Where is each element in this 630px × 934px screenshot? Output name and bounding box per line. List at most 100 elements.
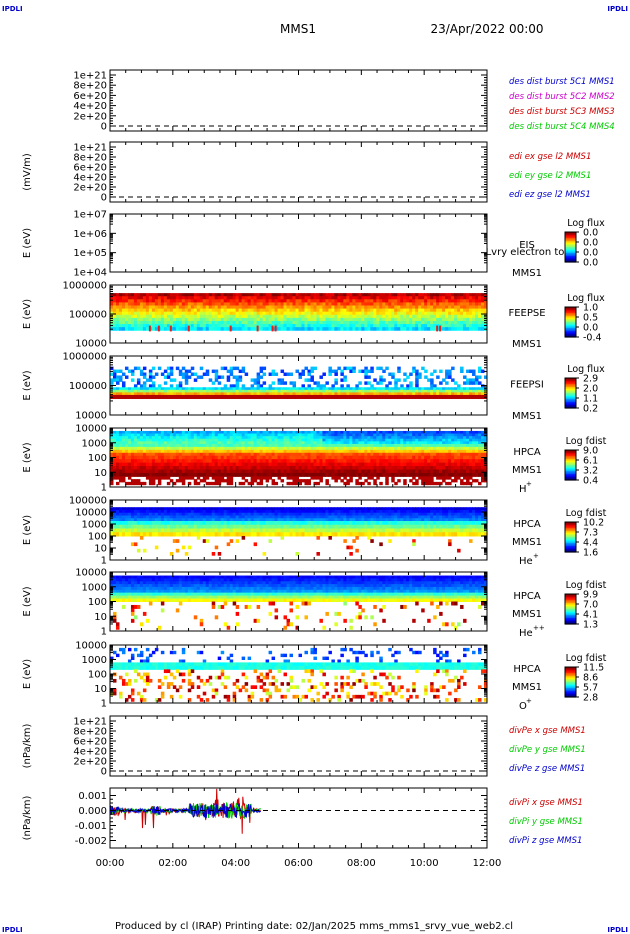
- spectrogram-cell: [169, 472, 174, 477]
- spectrogram-cell: [181, 314, 186, 319]
- spectrogram-cell: [235, 433, 240, 437]
- spectrogram-cell: [220, 466, 225, 470]
- spectrogram-cell: [472, 314, 476, 319]
- spectrogram-cell: [364, 466, 368, 470]
- spectrogram-cell: [376, 476, 380, 480]
- spectrogram-cell: [481, 459, 485, 464]
- spectrogram-cell: [277, 305, 282, 310]
- spectrogram-cell: [175, 305, 180, 310]
- spectrogram-cell: [256, 452, 261, 457]
- spectrogram-cell: [343, 449, 347, 454]
- spectrogram-cell: [310, 392, 314, 396]
- spectrogram-cell: [457, 459, 461, 464]
- spectrogram-cell: [286, 459, 291, 464]
- spectrogram-cell: [223, 317, 228, 322]
- spectrogram-cell: [133, 299, 138, 303]
- spectrogram-cell: [121, 381, 126, 385]
- spectrogram-cell: [169, 305, 174, 310]
- spectrogram-cell: [190, 438, 195, 442]
- spectrogram-cell: [328, 308, 332, 313]
- spectrogram-cell: [193, 311, 198, 316]
- spectrogram-cell: [175, 449, 180, 454]
- spectrogram-cell: [460, 472, 464, 477]
- spectrogram-cell: [439, 314, 443, 319]
- spectrogram-cell: [454, 452, 458, 457]
- spectrogram-cell: [178, 446, 183, 451]
- spectrogram-cell: [136, 430, 141, 435]
- spectrogram-cell: [457, 469, 461, 474]
- panel-edi: [109, 141, 488, 203]
- spectrogram-cell: [400, 327, 404, 331]
- spectrogram-cell: [181, 433, 186, 437]
- spectrogram-cell: [151, 443, 156, 448]
- spectrogram-cell: [139, 443, 144, 448]
- spectrogram-cell: [331, 387, 335, 391]
- spectrogram-cell: [271, 392, 276, 396]
- spectrogram-cell: [127, 472, 132, 477]
- spectrogram-cell: [133, 446, 138, 451]
- spectrogram-cell: [433, 433, 437, 437]
- spectrogram-cell: [148, 433, 153, 437]
- spectrogram-cell: [274, 320, 279, 325]
- spectrogram-cell: [199, 308, 204, 313]
- spectrogram-cell: [379, 324, 383, 328]
- colorbar-cell: [565, 316, 576, 319]
- spectrogram-cell: [211, 481, 216, 486]
- spectrogram-cell: [166, 375, 171, 379]
- spectrogram-cell: [178, 389, 183, 393]
- spectrogram-cell: [112, 469, 117, 474]
- spectrogram-cell: [142, 302, 147, 306]
- spectrogram-cell: [343, 462, 347, 467]
- spectrogram-cell: [406, 317, 410, 322]
- spectrogram-cell: [298, 293, 302, 297]
- spectrogram-cell: [337, 441, 341, 445]
- spectrogram-cell: [271, 394, 276, 399]
- spectrogram-cell: [283, 308, 288, 313]
- spectrogram-cell: [328, 366, 332, 371]
- spectrogram-cell: [220, 462, 225, 467]
- spectrogram-cell: [157, 387, 162, 391]
- spectrogram-cell: [130, 327, 135, 331]
- spectrogram-cell: [208, 387, 213, 391]
- spectrogram-cell: [211, 381, 216, 385]
- spectrogram-cell: [256, 438, 261, 442]
- spectrogram-cell: [421, 438, 425, 442]
- spectrogram-cell: [436, 389, 440, 393]
- spectrogram-cell: [145, 455, 150, 460]
- spectrogram-cell: [226, 481, 231, 486]
- spectrogram-cell: [457, 441, 461, 445]
- spectrogram-cell: [274, 472, 279, 477]
- spectrogram-cell: [313, 302, 317, 306]
- spectrogram-cell: [457, 466, 461, 470]
- spectrogram-cell: [277, 394, 282, 399]
- spectrogram-cell: [220, 296, 225, 300]
- spectrogram-cell: [115, 378, 120, 382]
- spectrogram-cell: [391, 392, 395, 396]
- spectrogram-cell: [148, 479, 153, 483]
- spectrogram-cell: [391, 479, 395, 483]
- spectrogram-cell: [181, 324, 186, 328]
- spectrogram-cell: [394, 430, 398, 435]
- spectrogram-cell: [115, 449, 120, 454]
- spectrogram-cell: [110, 438, 114, 442]
- spectrogram-cell: [478, 472, 482, 477]
- spectrogram-cell: [220, 446, 225, 451]
- spectrogram-cell: [460, 462, 464, 467]
- spectrogram-cell: [133, 389, 138, 393]
- spectrogram-cell: [175, 433, 180, 437]
- spectrogram-cell: [385, 446, 389, 451]
- spectrogram-cell: [154, 446, 159, 451]
- spectrogram-cell: [274, 430, 279, 435]
- spectrogram-cell: [337, 476, 341, 480]
- spectrogram-cell: [352, 317, 356, 322]
- spectrogram-cell: [256, 476, 261, 480]
- spectrogram-cell: [262, 305, 267, 310]
- spectrogram-cell: [406, 469, 410, 474]
- spectrogram-cell: [358, 443, 362, 448]
- spectrogram-cell: [472, 378, 476, 382]
- spectrogram-cell: [184, 302, 189, 306]
- spectrogram-cell: [427, 433, 431, 437]
- spectrogram-cell: [205, 372, 210, 376]
- spectrogram-cell: [397, 441, 401, 445]
